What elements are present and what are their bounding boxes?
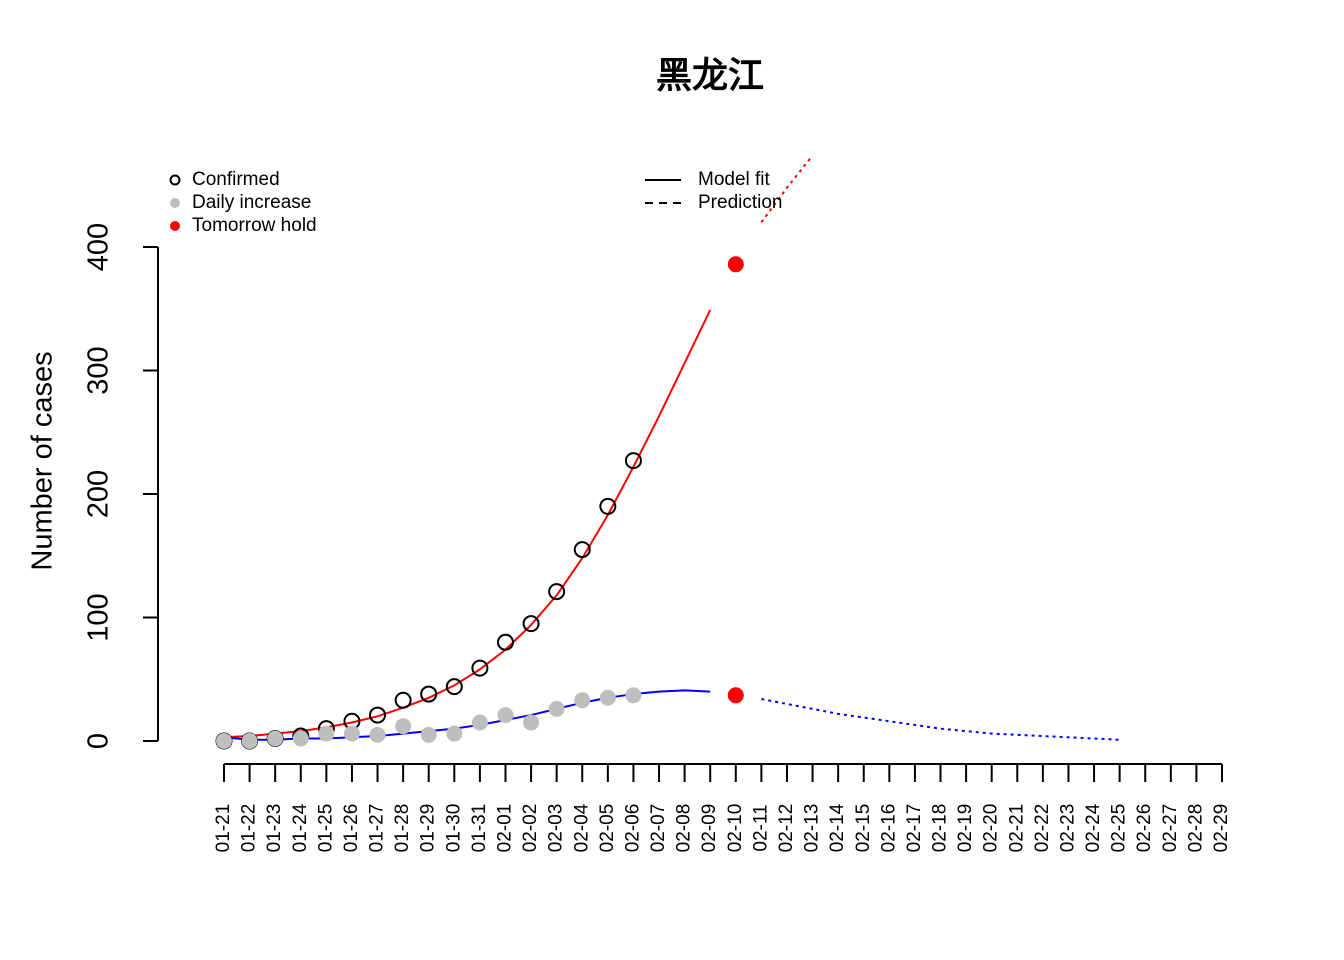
x-tick-label: 01-22 [239, 804, 260, 853]
x-tick-label: 02-15 [853, 804, 874, 853]
point [599, 689, 616, 706]
x-tick-label: 02-08 [674, 804, 695, 853]
legend-marker [169, 174, 181, 186]
x-tick-label: 02-03 [546, 804, 567, 853]
legend-label: Tomorrow hold [192, 215, 317, 236]
x-tick-label: 02-14 [827, 803, 848, 852]
x-tick-label: 01-28 [392, 804, 413, 853]
curve [223, 309, 712, 739]
point [292, 730, 309, 747]
y-tick-label: 200 [83, 470, 115, 518]
point [267, 730, 284, 747]
point [471, 659, 489, 677]
point [523, 714, 540, 731]
x-tick-label: 01-30 [443, 804, 464, 853]
point [420, 685, 438, 703]
x-tick-label: 02-20 [981, 804, 1002, 853]
x-tick-label: 02-12 [776, 804, 797, 853]
point [445, 678, 463, 696]
x-tick-label: 02-01 [495, 804, 516, 853]
x-tick-label: 01-29 [418, 804, 439, 853]
x-tick-label: 02-29 [1211, 804, 1232, 853]
point [727, 687, 744, 704]
chart-title: 黑龙江 [656, 55, 764, 96]
point [318, 725, 335, 742]
x-tick-label: 02-28 [1185, 804, 1206, 853]
point [216, 733, 232, 749]
point [446, 725, 463, 742]
point [343, 725, 360, 742]
x-tick-label: 01-25 [315, 804, 336, 853]
legend-label: Model fit [698, 169, 771, 190]
legend-marker [170, 198, 180, 208]
x-tick-label: 02-02 [520, 804, 541, 853]
curve [760, 154, 814, 223]
x-tick-label: 01-27 [367, 804, 388, 853]
legend-label: Daily increase [192, 192, 311, 213]
point [369, 726, 386, 743]
point [395, 718, 412, 735]
point [573, 541, 591, 559]
x-tick-label: 02-06 [622, 804, 643, 853]
point [624, 452, 642, 470]
x-tick-label: 02-04 [571, 803, 592, 852]
curve [761, 698, 1120, 741]
point [574, 692, 591, 709]
x-tick-label: 02-24 [1083, 803, 1104, 852]
x-tick-label: 02-18 [930, 804, 951, 853]
x-tick-label: 02-23 [1057, 804, 1078, 853]
x-tick-label: 02-22 [1032, 804, 1053, 853]
y-tick-label: 100 [83, 593, 115, 641]
point [496, 633, 514, 651]
x-tick-label: 02-09 [699, 804, 720, 853]
point [497, 707, 514, 724]
x-tick-label: 02-17 [904, 804, 925, 853]
x-tick-label: 02-21 [1006, 804, 1027, 853]
point [369, 706, 387, 724]
x-tick-label: 02-16 [878, 804, 899, 853]
x-tick-label: 01-21 [213, 804, 234, 853]
legend-marker [170, 221, 180, 231]
point [727, 256, 744, 273]
x-tick-label: 02-19 [955, 804, 976, 853]
x-tick-label: 01-24 [290, 803, 311, 852]
y-tick-label: 300 [83, 346, 115, 394]
point [599, 497, 617, 515]
point [548, 583, 566, 601]
x-tick-label: 02-13 [802, 804, 823, 853]
y-tick-label: 0 [83, 733, 115, 749]
point [420, 726, 437, 743]
x-tick-label: 02-27 [1160, 804, 1181, 853]
point [625, 687, 642, 704]
point [548, 700, 565, 717]
x-tick-label: 02-26 [1134, 804, 1155, 853]
x-tick-label: 02-25 [1109, 804, 1130, 853]
y-axis-label: Number of cases [27, 351, 59, 570]
x-tick-label: 02-07 [648, 804, 669, 853]
point [394, 691, 412, 709]
point [522, 615, 540, 633]
point [241, 733, 258, 749]
x-tick-label: 02-11 [750, 804, 771, 851]
x-tick-label: 02-10 [725, 804, 746, 853]
legend-label: Prediction [698, 192, 783, 213]
y-tick-label: 400 [83, 223, 115, 271]
x-tick-label: 02-05 [597, 804, 618, 853]
x-tick-label: 01-23 [264, 804, 285, 853]
x-tick-label: 01-26 [341, 804, 362, 853]
legend-label: Confirmed [192, 169, 280, 190]
x-tick-label: 01-31 [469, 804, 490, 853]
point [471, 714, 488, 731]
